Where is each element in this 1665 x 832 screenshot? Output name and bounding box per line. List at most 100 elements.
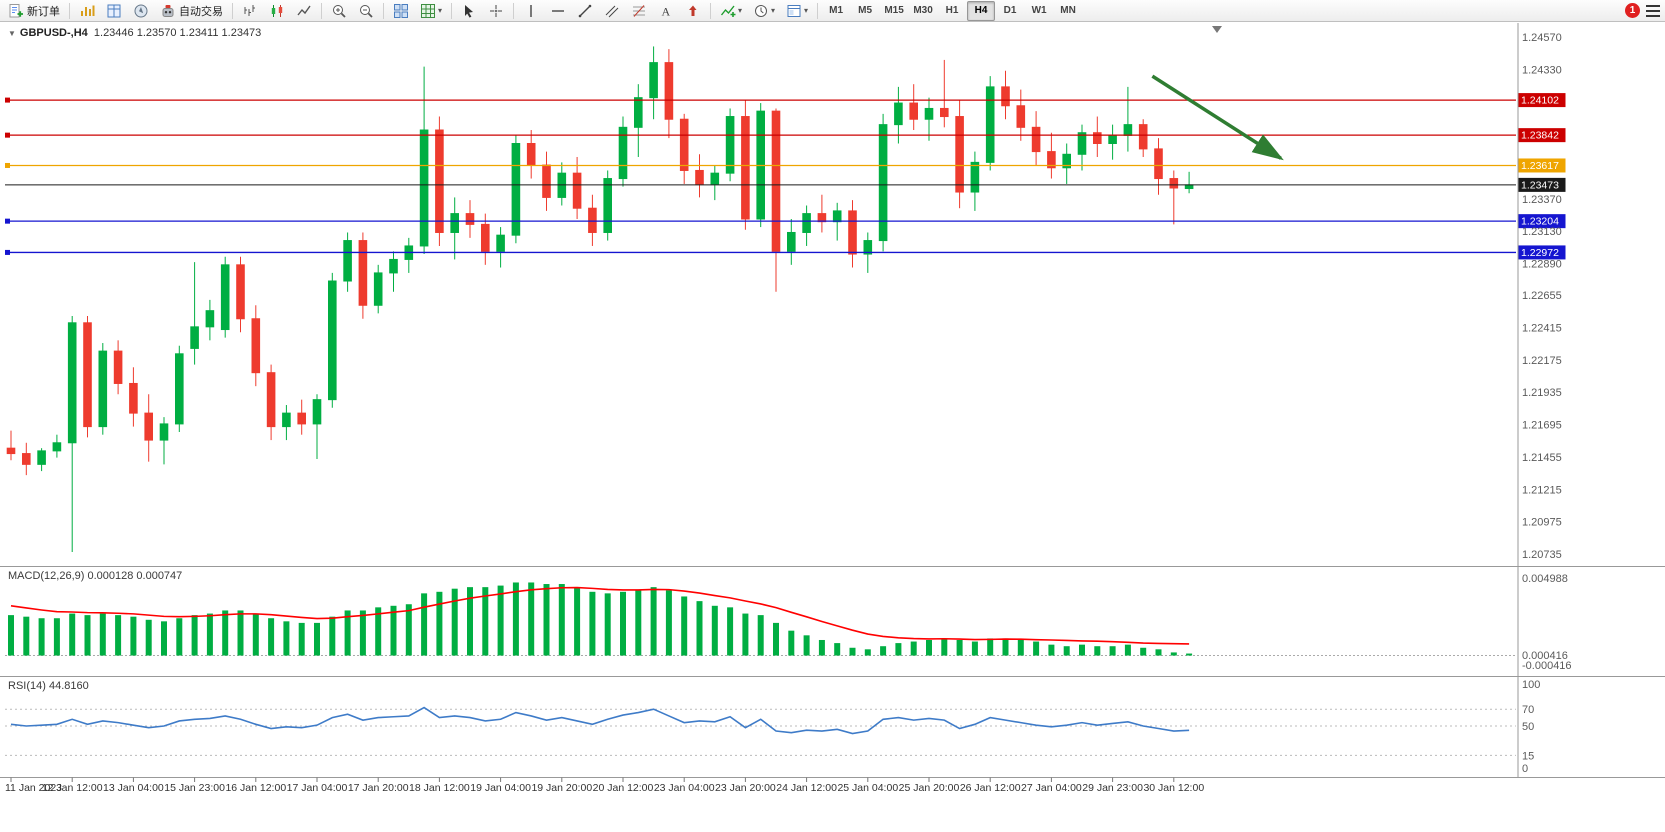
arrows-tool-icon xyxy=(685,3,701,19)
separator xyxy=(817,2,819,19)
symbol-period-label: GBPUSD-,H4 xyxy=(19,27,88,39)
time-axis-label: 20 Jan 12:00 xyxy=(593,782,654,794)
autotrade-button[interactable]: 自动交易 xyxy=(155,0,228,22)
time-axis-label: 23 Jan 20:00 xyxy=(715,782,776,794)
timeframe-m30-button[interactable]: M30 xyxy=(913,5,933,16)
chart-grid-button[interactable]: ▾ xyxy=(415,0,447,22)
price-axis-label: 1.22890 xyxy=(1522,258,1562,270)
macd-indicator-label: MACD(12,26,9) 0.000128 0.000747 xyxy=(8,570,183,582)
macd-histogram-bar xyxy=(941,638,948,656)
cursor-button[interactable] xyxy=(456,0,482,22)
candle-body xyxy=(1016,105,1026,128)
macd-histogram-bar xyxy=(971,641,978,656)
candle-body xyxy=(725,116,735,174)
data-window-icon xyxy=(106,3,122,19)
price-line-badge xyxy=(1518,245,1566,260)
candle-body xyxy=(1001,86,1010,107)
zoom-in-icon xyxy=(331,3,347,19)
time-axis-label: 11 Jan 2023 xyxy=(5,782,62,794)
candle-body xyxy=(419,129,429,247)
vertical-line-button[interactable] xyxy=(518,0,544,22)
timeframe-h4-button[interactable]: H4 xyxy=(967,0,996,21)
timeframe-mn-button[interactable]: MN xyxy=(1060,5,1076,16)
time-axis-label: 19 Jan 04:00 xyxy=(470,782,531,794)
navigator-button[interactable] xyxy=(128,0,154,22)
timeframe-m1-button[interactable]: M1 xyxy=(829,5,844,16)
trend-arrow-object[interactable] xyxy=(1151,74,1284,161)
macd-histogram-bar xyxy=(8,615,14,656)
macd-histogram-bar xyxy=(1017,639,1024,656)
fibonacci-button[interactable] xyxy=(626,0,652,22)
bar-chart-button[interactable] xyxy=(237,0,263,22)
macd-histogram-bar xyxy=(482,587,489,656)
separator xyxy=(69,2,70,19)
macd-signal-line xyxy=(10,586,1190,645)
macd-histogram-bar xyxy=(84,615,91,656)
indicators-button[interactable]: ▾ xyxy=(715,0,747,22)
time-axis-label: 26 Jan 12:00 xyxy=(960,782,1021,794)
arrows-tool-button[interactable] xyxy=(680,0,706,22)
line-chart-button[interactable] xyxy=(291,0,317,22)
macd-histogram-bar xyxy=(1170,652,1177,656)
price-axis-label: 1.24330 xyxy=(1522,64,1562,76)
candle-body xyxy=(511,143,521,236)
tile-windows-button[interactable] xyxy=(388,0,414,22)
line-chart-icon xyxy=(296,3,312,19)
toolbar: 新订单 自动交易 xyxy=(0,0,1665,22)
candle-body xyxy=(190,326,199,349)
price-axis-label: 1.22415 xyxy=(1522,323,1562,335)
templates-button[interactable]: ▾ xyxy=(781,0,813,22)
price-axis-label: 1.23130 xyxy=(1522,226,1562,238)
macd-histogram-bar xyxy=(344,610,351,656)
ohlc-values-label: 1.23446 1.23570 1.23411 1.23473 xyxy=(93,27,262,39)
text-tool-button[interactable]: A xyxy=(653,0,679,22)
channel-button[interactable] xyxy=(599,0,625,22)
toolbar-menu-icon[interactable] xyxy=(1646,4,1660,17)
macd-histogram-bar xyxy=(574,587,581,656)
macd-histogram-bar xyxy=(650,587,657,656)
timeframe-w1-button[interactable]: W1 xyxy=(1031,5,1047,16)
candlestick-chart-button[interactable] xyxy=(264,0,290,22)
candle-body xyxy=(144,412,153,441)
candle-body xyxy=(83,322,92,428)
candle-body xyxy=(251,318,261,374)
crosshair-button[interactable] xyxy=(483,0,509,22)
data-window-button[interactable] xyxy=(101,0,127,22)
trendline-button[interactable] xyxy=(572,0,598,22)
horizontal-line-button[interactable] xyxy=(545,0,571,22)
macd-histogram-bar xyxy=(23,616,30,656)
notification-badge[interactable]: 1 xyxy=(1625,3,1640,18)
price-line-badge xyxy=(1518,214,1566,229)
candle-body xyxy=(634,97,643,128)
candle-body xyxy=(496,234,505,252)
rsi-scale-label: 0 xyxy=(1522,763,1528,775)
candle-body xyxy=(1123,124,1133,136)
candle-body xyxy=(297,412,306,425)
timeframe-h1-button[interactable]: H1 xyxy=(945,5,959,16)
timeframe-m5-button[interactable]: M5 xyxy=(858,5,873,16)
macd-histogram-bar xyxy=(711,605,718,656)
price-line-badge-label: 1.23204 xyxy=(1521,216,1559,228)
separator xyxy=(513,2,515,19)
candlestick-chart-icon xyxy=(269,3,285,19)
candle-body xyxy=(848,210,857,255)
chart-shift-marker[interactable] xyxy=(1212,26,1222,33)
timeframe-m15-button[interactable]: M15 xyxy=(884,5,904,16)
macd-histogram-bar xyxy=(956,639,963,656)
candle-body xyxy=(98,350,108,428)
candle-body xyxy=(159,423,169,441)
candle-body xyxy=(985,86,995,163)
macd-histogram-bar xyxy=(620,591,626,656)
time-axis-label: 27 Jan 04:00 xyxy=(1021,782,1082,794)
periods-button[interactable]: ▾ xyxy=(748,0,780,22)
macd-histogram-bar xyxy=(497,585,504,656)
new-order-button[interactable]: 新订单 xyxy=(3,0,65,22)
timeframe-d1-button[interactable]: D1 xyxy=(1003,5,1017,16)
macd-histogram-bar xyxy=(635,590,642,656)
zoom-out-button[interactable] xyxy=(353,0,379,22)
market-watch-button[interactable] xyxy=(74,0,100,22)
price-axis-label: 1.20975 xyxy=(1522,517,1562,529)
zoom-in-button[interactable] xyxy=(326,0,352,22)
macd-histogram-bar xyxy=(665,590,672,656)
